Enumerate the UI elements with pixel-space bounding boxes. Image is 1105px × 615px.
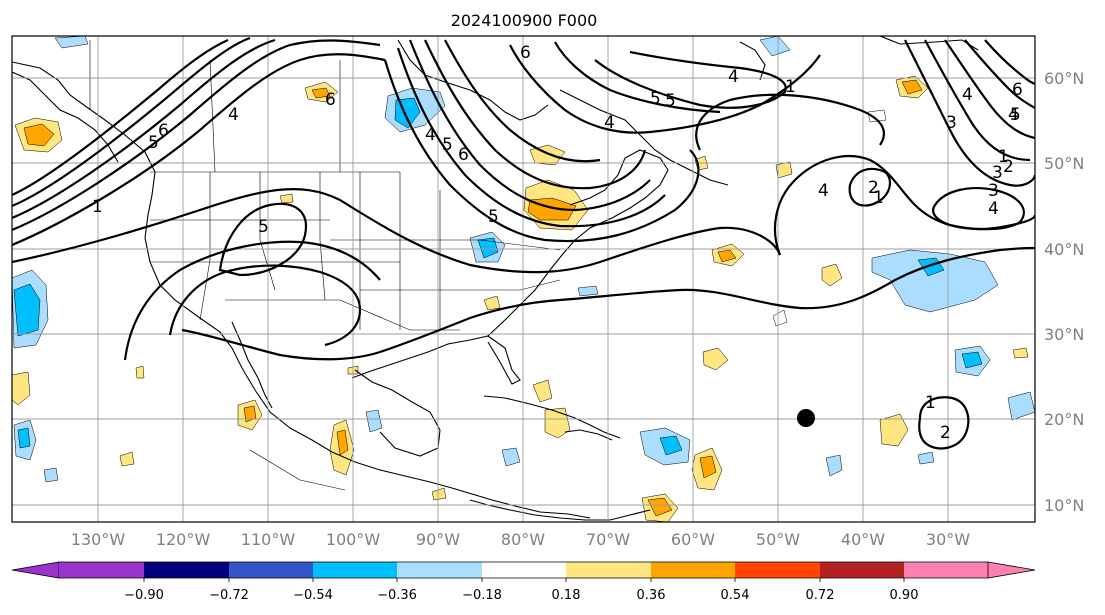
- contour-label: 2: [868, 178, 879, 198]
- lon-label: 100°W: [326, 530, 381, 549]
- colorbar-tick-label: −0.36: [377, 588, 417, 603]
- lat-label: 30°N: [1044, 325, 1084, 344]
- colorbar-segment: [820, 562, 904, 578]
- longitude-labels: 130°W 120°W 110°W 100°W 90°W 80°W 70°W 6…: [71, 530, 970, 549]
- contour-label: 4: [425, 125, 436, 145]
- colorbar-tick-label: 0.90: [890, 588, 919, 603]
- contour-label: 5: [1010, 105, 1021, 125]
- contour-label: 3: [992, 163, 1003, 183]
- colorbar-segment: [566, 562, 651, 578]
- lon-label: 90°W: [416, 530, 460, 549]
- lat-label: 20°N: [1044, 410, 1084, 429]
- colorbar-segment: [735, 562, 820, 578]
- contour-lines: [12, 36, 1035, 450]
- contour-label: 1: [785, 77, 796, 97]
- colorbar-segment: [397, 562, 482, 578]
- colorbar-tick-label: −0.72: [209, 588, 249, 603]
- contour-label: 1: [873, 188, 884, 208]
- contour-label: 5: [488, 207, 499, 227]
- lon-label: 80°W: [501, 530, 545, 549]
- lon-label: 30°W: [926, 530, 970, 549]
- contour-label: 4: [1008, 105, 1019, 125]
- storm-center-marker: [797, 409, 815, 427]
- colorbar-tick-label: −0.54: [293, 588, 333, 603]
- contour-label: 5: [258, 217, 269, 237]
- contour-label: 4: [962, 85, 973, 105]
- contour-label: 3: [946, 113, 957, 133]
- colorbar-lower-extend: [11, 561, 60, 579]
- contour-labels: 1 5 6 4 5 6 4 5 6 4 5 6 5 5 4 1 1 2 3 4 …: [92, 43, 1023, 443]
- colorbar-segment: [59, 562, 144, 578]
- contour-label: 4: [228, 105, 239, 125]
- colorbar-tick-label: 0.54: [721, 588, 750, 603]
- contour-label: 1: [998, 147, 1009, 167]
- colorbar-segment: [651, 562, 735, 578]
- colorbar-segment: [904, 562, 988, 578]
- colorbar-tick-label: 0.18: [552, 588, 581, 603]
- contour-label: 6: [1012, 80, 1023, 100]
- lon-label: 110°W: [241, 530, 296, 549]
- contour-label: 5: [148, 133, 159, 153]
- lon-label: 70°W: [586, 530, 630, 549]
- contour-label: 6: [520, 43, 531, 63]
- colorbar-segment: [144, 562, 229, 578]
- colorbar-tick-label: 0.72: [806, 588, 835, 603]
- contour-label: 4: [988, 199, 999, 219]
- coastlines: [12, 36, 979, 521]
- colorbar-tick-label: 0.36: [637, 588, 666, 603]
- contour-label: 1: [925, 393, 936, 413]
- figure-title: 2024100900 F000: [451, 11, 598, 30]
- contour-label: 6: [458, 145, 469, 165]
- lon-label: 60°W: [671, 530, 715, 549]
- lat-label: 50°N: [1044, 154, 1084, 173]
- latitude-labels: 60°N 50°N 40°N 30°N 20°N 10°N: [1044, 69, 1084, 515]
- map-frame: [11, 35, 1036, 523]
- contour-label: 2: [1003, 157, 1014, 177]
- colorbar-segment: [313, 562, 397, 578]
- lat-label: 40°N: [1044, 240, 1084, 259]
- contour-label: 6: [158, 121, 169, 141]
- contour-label: 5: [650, 89, 661, 109]
- lat-label: 60°N: [1044, 69, 1084, 88]
- colorbar-tick-label: −0.18: [462, 588, 502, 603]
- map-gridlines: [12, 36, 1035, 522]
- colorbar-upper-extend: [987, 561, 1036, 579]
- colorbar-segment: [482, 562, 566, 578]
- lat-label: 10°N: [1044, 496, 1084, 515]
- colorbar-segment: [229, 562, 313, 578]
- colorbar: −0.90 −0.72 −0.54 −0.36 −0.18 0.18 0.36 …: [11, 561, 1036, 603]
- contour-label: 5: [665, 91, 676, 111]
- colorbar-tick-label: −0.90: [124, 588, 164, 603]
- map-panel: [12, 36, 1035, 522]
- contour-label: 4: [728, 67, 739, 87]
- contour-label: 2: [940, 423, 951, 443]
- lon-label: 120°W: [156, 530, 211, 549]
- lon-label: 130°W: [71, 530, 126, 549]
- contour-label: 4: [818, 181, 829, 201]
- contour-label: 5: [442, 135, 453, 155]
- lon-label: 40°W: [841, 530, 885, 549]
- contour-label: 3: [988, 181, 999, 201]
- contour-label: 6: [325, 90, 336, 110]
- contour-label: 4: [604, 113, 615, 133]
- contour-label: 1: [92, 197, 103, 217]
- lon-label: 50°W: [756, 530, 800, 549]
